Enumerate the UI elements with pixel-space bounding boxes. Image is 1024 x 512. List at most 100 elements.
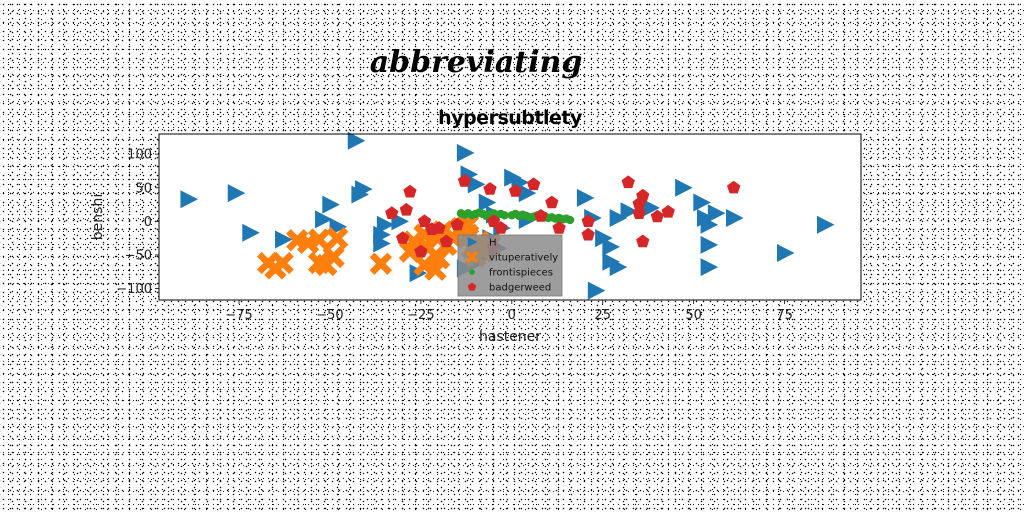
point-H xyxy=(576,188,595,207)
point-H xyxy=(602,237,620,256)
point-badgerweed xyxy=(494,221,508,234)
point-H xyxy=(609,209,628,228)
point-badgerweed xyxy=(414,244,428,258)
chart-title: hypersubtlety xyxy=(438,107,583,129)
point-H xyxy=(180,190,198,209)
point-badgerweed xyxy=(527,177,541,191)
y-tick-label: 0 xyxy=(144,215,152,230)
x-tick-label: 25 xyxy=(594,308,611,323)
point-H xyxy=(518,184,537,203)
y-tick-label: −100 xyxy=(116,282,152,297)
point-H xyxy=(315,210,333,229)
point-badgerweed xyxy=(621,175,635,189)
point-H xyxy=(275,230,293,249)
point-badgerweed xyxy=(545,195,559,209)
point-frontispieces xyxy=(554,213,564,223)
point-badgerweed xyxy=(399,202,413,216)
legend-label: frontispieces xyxy=(489,268,553,279)
y-axis-ticks: −100 −50 0 50 100 xyxy=(116,148,159,297)
point-H xyxy=(707,204,726,223)
point-frontispieces xyxy=(547,213,557,222)
x-axis-ticks: −75 −50 −25 0 25 50 75 xyxy=(225,300,793,323)
x-tick-label: −25 xyxy=(407,308,434,323)
point-frontispieces xyxy=(518,210,527,219)
series-badgerweed xyxy=(385,174,741,258)
point-H xyxy=(620,202,639,221)
point-frontispieces xyxy=(474,208,484,217)
point-H xyxy=(816,215,835,234)
point-frontispieces xyxy=(489,209,498,218)
point-badgerweed xyxy=(385,206,399,219)
series-H xyxy=(180,131,835,300)
point-vituperatively xyxy=(322,245,345,269)
legend-label: vituperatively xyxy=(489,253,558,264)
point-vituperatively xyxy=(427,247,451,270)
point-badgerweed xyxy=(534,209,548,222)
point-H xyxy=(609,258,628,277)
point-H xyxy=(776,243,795,262)
point-H xyxy=(587,281,606,300)
point-badgerweed xyxy=(483,182,497,195)
point-vituperatively xyxy=(271,251,294,275)
point-badgerweed xyxy=(636,188,650,202)
x-tick-label: −75 xyxy=(225,308,252,323)
point-H xyxy=(726,209,744,228)
point-frontispieces xyxy=(496,209,506,219)
y-tick-label: 50 xyxy=(135,181,152,196)
point-badgerweed xyxy=(396,231,410,244)
x-axis-label: hastener xyxy=(479,329,541,345)
x-tick-label: −50 xyxy=(316,308,343,323)
series-frontispieces xyxy=(456,208,575,225)
point-badgerweed xyxy=(439,234,453,248)
point-badgerweed xyxy=(581,214,595,227)
point-badgerweed xyxy=(552,221,566,234)
point-H xyxy=(700,258,719,277)
point-H xyxy=(351,185,369,204)
data-points xyxy=(180,131,835,300)
x-tick-label: 75 xyxy=(776,308,793,323)
point-vituperatively xyxy=(307,228,331,251)
point-H xyxy=(456,143,475,162)
point-frontispieces xyxy=(565,215,575,225)
point-badgerweed xyxy=(632,206,646,219)
point-H xyxy=(227,184,246,203)
point-H xyxy=(478,193,497,212)
point-badgerweed xyxy=(457,174,472,187)
legend-label: H xyxy=(489,238,497,249)
legend-marker-vituperatively xyxy=(465,250,479,264)
point-badgerweed xyxy=(661,205,675,218)
point-badgerweed xyxy=(581,227,595,241)
legend-marker-frontispieces xyxy=(469,269,475,275)
point-badgerweed xyxy=(636,234,650,248)
point-H xyxy=(700,215,719,234)
point-vituperatively xyxy=(369,252,393,275)
chart-suptitle: abbreviating xyxy=(370,45,583,80)
point-badgerweed xyxy=(403,184,417,198)
point-H xyxy=(693,193,711,212)
point-H xyxy=(675,178,693,197)
point-frontispieces xyxy=(482,211,491,221)
point-H xyxy=(376,215,395,234)
point-badgerweed xyxy=(432,221,446,234)
point-frontispieces xyxy=(525,213,535,222)
legend-label: badgerweed xyxy=(489,283,551,294)
point-H xyxy=(347,131,366,150)
point-badgerweed xyxy=(417,214,432,227)
plot-frame xyxy=(158,133,862,301)
point-frontispieces xyxy=(460,210,469,219)
legend-marker-H xyxy=(467,237,478,247)
point-badgerweed xyxy=(450,217,464,231)
point-H xyxy=(700,235,719,254)
x-tick-label: 50 xyxy=(685,308,702,323)
point-H xyxy=(595,229,613,248)
point-badgerweed xyxy=(727,180,741,194)
y-axis-label: benshi xyxy=(90,194,106,240)
x-tick-label: 0 xyxy=(508,308,516,323)
point-H xyxy=(642,198,660,217)
point-badgerweed xyxy=(650,209,664,223)
point-badgerweed xyxy=(508,184,523,197)
point-H xyxy=(242,223,260,242)
point-vituperatively xyxy=(326,227,349,250)
